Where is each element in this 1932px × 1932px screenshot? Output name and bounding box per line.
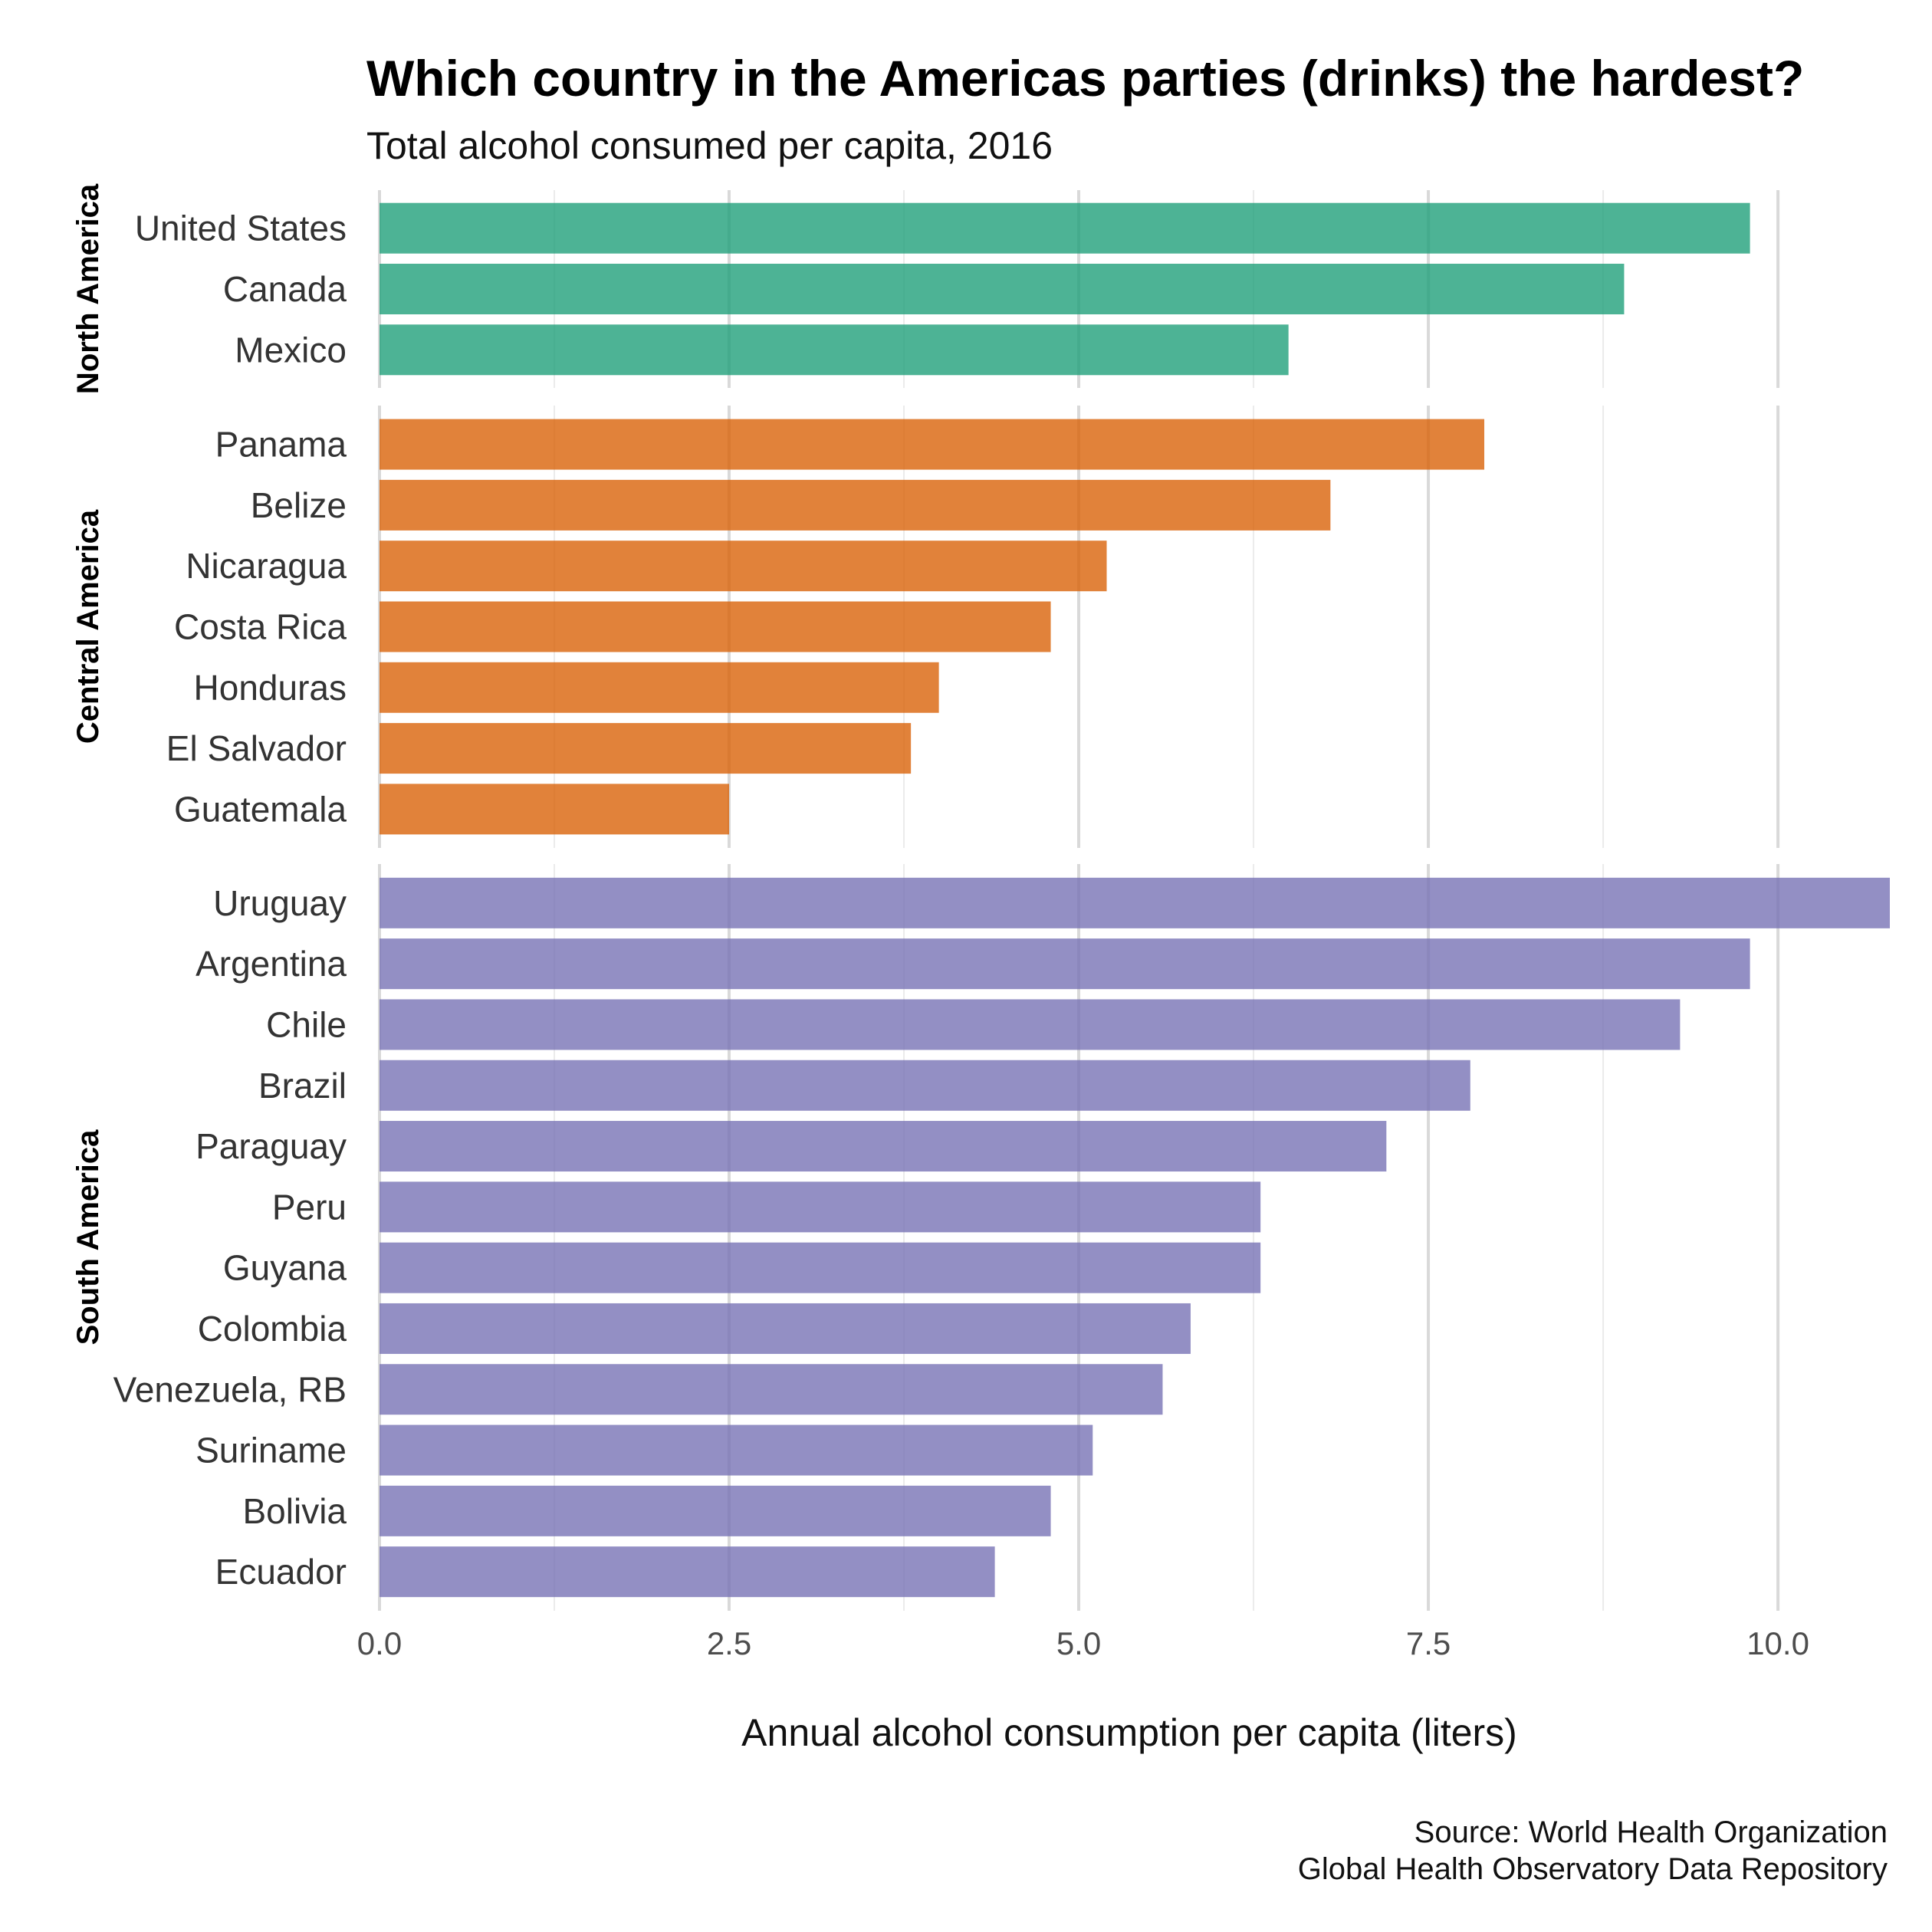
category-label: Guyana — [223, 1248, 347, 1288]
bar-belize — [380, 479, 1331, 531]
category-label: United States — [135, 209, 347, 248]
x-axis-ticks: 0.0 2.5 5.0 7.5 10.0 — [357, 1625, 1809, 1661]
category-label: Belize — [251, 485, 347, 525]
bar-guatemala — [380, 784, 730, 835]
bar-colombia — [380, 1303, 1191, 1354]
chart-title: Which country in the Americas parties (d… — [366, 50, 1804, 107]
category-labels: United States Canada Mexico Panama Belize Nic… — [113, 209, 347, 1592]
facet-labels: North America Central America South Americ… — [71, 183, 105, 1345]
category-label: Argentina — [196, 944, 347, 984]
bar-costa-rica — [380, 601, 1051, 652]
x-tick-label: 10.0 — [1746, 1625, 1809, 1661]
bar-paraguay — [380, 1121, 1387, 1172]
bar-brazil — [380, 1060, 1470, 1111]
x-axis-title: Annual alcohol consumption per capita (l… — [741, 1711, 1517, 1754]
bar-nicaragua — [380, 540, 1107, 592]
category-label: Costa Rica — [174, 607, 347, 647]
facet-label: Central America — [71, 509, 105, 744]
category-label: Colombia — [198, 1309, 347, 1349]
category-label: Mexico — [235, 330, 347, 370]
caption-line: Global Health Observatory Data Repositor… — [1298, 1852, 1888, 1886]
chart-subtitle: Total alcohol consumed per capita, 2016 — [366, 124, 1053, 167]
category-label: Brazil — [258, 1066, 347, 1106]
category-label: Panama — [215, 425, 347, 465]
bar-argentina — [380, 938, 1750, 990]
bar-el-salvador — [380, 723, 912, 774]
bar-venezuela-rb — [380, 1364, 1163, 1415]
category-label: Canada — [223, 269, 347, 309]
facet-label: South America — [71, 1129, 105, 1346]
x-tick-label: 7.5 — [1406, 1625, 1451, 1661]
bar-mexico — [380, 324, 1289, 376]
x-tick-label: 0.0 — [357, 1625, 402, 1661]
bars — [380, 202, 1890, 1598]
category-label: Suriname — [196, 1431, 347, 1470]
bar-bolivia — [380, 1485, 1051, 1536]
x-tick-label: 2.5 — [707, 1625, 751, 1661]
bar-united-states — [380, 202, 1750, 254]
category-label: El Salvador — [166, 728, 347, 768]
category-label: Paraguay — [196, 1126, 347, 1166]
bar-peru — [380, 1181, 1261, 1233]
bar-chile — [380, 999, 1681, 1050]
category-label: Nicaragua — [186, 546, 347, 586]
category-label: Guatemala — [174, 789, 347, 829]
facet-label: North America — [71, 183, 105, 394]
category-label: Venezuela, RB — [113, 1369, 347, 1409]
bar-panama — [380, 419, 1485, 470]
category-label: Bolivia — [242, 1491, 347, 1531]
category-label: Ecuador — [215, 1552, 347, 1592]
bar-canada — [380, 264, 1625, 314]
bar-honduras — [380, 662, 939, 713]
bar-uruguay — [380, 877, 1890, 928]
category-label: Chile — [266, 1004, 347, 1044]
caption: Source: World Health OrganizationGlobal … — [1298, 1815, 1888, 1886]
category-label: Peru — [272, 1187, 347, 1227]
bar-suriname — [380, 1424, 1093, 1476]
x-tick-label: 5.0 — [1056, 1625, 1101, 1661]
category-label: Uruguay — [213, 883, 347, 923]
category-label: Honduras — [194, 668, 347, 708]
bar-ecuador — [380, 1546, 995, 1598]
caption-line: Source: World Health Organization — [1414, 1815, 1888, 1849]
bar-guyana — [380, 1242, 1261, 1293]
